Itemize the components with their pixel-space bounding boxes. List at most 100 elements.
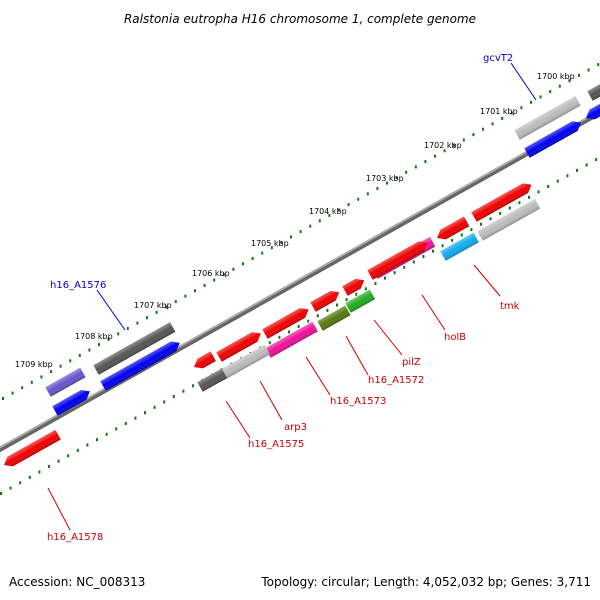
track-tick <box>422 255 425 259</box>
gene-tmk-upper[interactable] <box>471 180 534 222</box>
label-leaders <box>47 62 537 531</box>
gene-label-h16_A1575[interactable]: h16_A1575 <box>248 439 304 450</box>
track-tick <box>518 201 521 205</box>
track-tick <box>499 211 502 215</box>
track-tick <box>384 276 386 280</box>
gene-left-blue[interactable] <box>52 387 92 416</box>
gene-holB-cyan[interactable] <box>440 232 479 261</box>
gene-label-tmk[interactable]: tmk <box>500 301 520 312</box>
track-tick <box>57 459 60 463</box>
gene-h16_A1578[interactable] <box>1 429 61 470</box>
track-tick <box>556 179 559 183</box>
track-tick <box>432 249 434 253</box>
gene-label-holB[interactable]: holB <box>444 332 466 343</box>
track-tick <box>105 432 108 436</box>
track-tick <box>364 287 367 291</box>
track-tick <box>508 206 511 210</box>
gene-label-arp3[interactable]: arp3 <box>284 422 307 433</box>
track-tick <box>261 251 264 255</box>
track-tick <box>172 395 175 399</box>
gene-pilZ[interactable] <box>345 289 376 313</box>
gene-h16_A1576[interactable] <box>100 338 182 391</box>
track-tick <box>299 230 302 234</box>
track-tick <box>30 380 33 384</box>
gene-gcvT2-upper[interactable] <box>514 95 581 140</box>
gene-top-edge-blue[interactable] <box>583 103 600 122</box>
gene-label-h16_A1573[interactable]: h16_A1573 <box>330 396 386 407</box>
track-tick <box>153 405 156 409</box>
gene-holB-red[interactable] <box>434 216 470 243</box>
gene-tmk-lower[interactable] <box>477 198 541 241</box>
track-tick <box>309 224 312 228</box>
track-tick <box>338 208 340 212</box>
track-tick <box>174 300 177 304</box>
track-tick <box>19 481 22 485</box>
gene-label-h16_A1578[interactable]: h16_A1578 <box>47 532 103 543</box>
gene-h16_A1575[interactable] <box>197 368 228 392</box>
track-tick <box>268 341 271 345</box>
track-tick <box>69 359 72 363</box>
track-tick <box>270 246 273 250</box>
gene-holB-red2[interactable] <box>367 238 430 280</box>
track-tick <box>98 343 100 347</box>
chromosome-backbone <box>0 109 600 453</box>
track-tick <box>491 122 494 126</box>
gene-arp3[interactable] <box>219 344 271 380</box>
gene-h16_A1576-upper[interactable] <box>93 322 176 375</box>
track-tick <box>558 84 561 88</box>
track-tick <box>318 219 321 223</box>
gene-gcvT2[interactable] <box>524 118 583 158</box>
kbp-label: 1702 kbp <box>424 141 462 150</box>
track-tick <box>96 438 98 442</box>
gene-label-h16_A1572[interactable]: h16_A1572 <box>368 375 424 386</box>
track-tick <box>595 158 598 162</box>
track-tick <box>136 321 139 325</box>
gene-h16_A1575-red[interactable] <box>191 351 216 371</box>
kbp-label: 1701 kbp <box>480 107 518 116</box>
gene-h16_A1573-red[interactable] <box>262 305 311 339</box>
track-tick <box>9 486 12 490</box>
track-tick <box>251 256 254 260</box>
track-tick <box>328 213 331 217</box>
gene-left-lavender[interactable] <box>45 367 86 397</box>
track-tick <box>78 353 81 357</box>
track-tick <box>115 427 118 431</box>
track-tick <box>597 63 600 67</box>
track-tick <box>441 244 444 248</box>
gene-arp3-red[interactable] <box>216 329 263 362</box>
track-tick <box>76 448 79 452</box>
gene-features <box>1 81 600 470</box>
track-tick <box>242 262 244 266</box>
track-tick <box>576 168 578 172</box>
gene-labels: gcvT2 h16_A1576 tmk holB pilZ h16_A1572 … <box>47 53 520 543</box>
track-tick <box>165 305 168 309</box>
track-tick <box>290 235 292 239</box>
gene-label-gcvT2[interactable]: gcvT2 <box>483 53 513 64</box>
track-tick <box>443 149 446 153</box>
track-tick <box>117 332 120 336</box>
kbp-label: 1707 kbp <box>134 301 172 310</box>
gene-label-h16_A1576[interactable]: h16_A1576 <box>50 280 106 291</box>
gene-h16_A1573[interactable] <box>265 321 318 358</box>
track-tick <box>107 337 110 341</box>
track-tick <box>520 106 523 110</box>
gene-label-pilZ[interactable]: pilZ <box>402 357 421 368</box>
track-tick <box>470 228 473 232</box>
track-tick <box>59 364 62 368</box>
gene-h16_A1572[interactable] <box>317 305 351 331</box>
kbp-label: 1700 kbp <box>537 72 575 81</box>
track-tick <box>414 165 417 169</box>
track-tick <box>405 170 408 174</box>
gene-top-edge-gray[interactable] <box>587 81 600 101</box>
gene-h16_A1572-red[interactable] <box>310 288 342 312</box>
gene-pilZ-red[interactable] <box>342 275 367 296</box>
track-tick <box>345 298 348 302</box>
track-tick <box>307 319 310 323</box>
track-tick <box>453 143 456 147</box>
track-tick <box>192 384 194 388</box>
kbp-label: 1704 kbp <box>309 207 347 216</box>
track-tick <box>537 190 540 194</box>
track-tick <box>393 271 396 275</box>
track-tick <box>194 289 196 293</box>
